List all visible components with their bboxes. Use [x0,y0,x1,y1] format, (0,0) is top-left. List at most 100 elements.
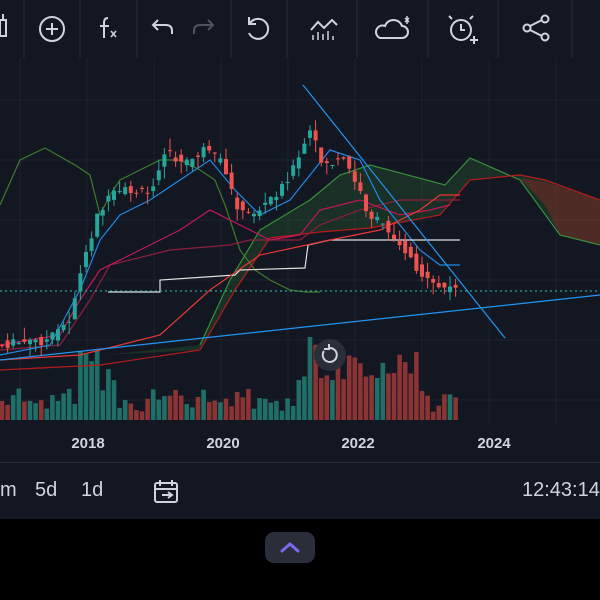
candle-body [0,345,4,347]
interval-button[interactable]: m [0,479,17,501]
volume-bar [408,373,414,420]
volume-bar [83,354,89,420]
candle-body [16,342,21,345]
candlesticks [0,120,458,356]
candle-body [358,182,363,192]
candle-body [420,264,424,277]
weather-icon[interactable] [375,16,410,39]
volume-bar [184,404,190,420]
volume-bar [10,395,16,420]
scroll-reset-button[interactable] [314,339,346,371]
candle-body [336,158,340,160]
candle-body [263,202,268,206]
formula-icon[interactable] [100,17,117,38]
candle-icon[interactable] [0,14,7,37]
redo-icon[interactable] [193,19,215,34]
candle-body [145,192,150,194]
price-chart[interactable]: 2018 2020 2022 2024 [0,58,600,462]
add-indicator-icon[interactable] [39,16,65,42]
volume-bar [419,390,425,420]
candle-body [425,271,430,279]
volume-bar [251,408,257,420]
candle-body [240,201,245,211]
volume-bar [139,411,145,420]
volume-bar [447,394,453,420]
volume-bar [335,345,341,420]
volume-bar [134,410,139,420]
candle-body [285,181,290,184]
undo-icon[interactable] [151,19,173,34]
reset-icon[interactable] [248,17,270,40]
volume-bar [50,394,55,420]
volume-bar [150,389,156,420]
volume-bar [386,373,391,420]
candle-body [201,147,206,158]
volume-bar [324,375,330,420]
toolbar [0,0,600,58]
candle-body [252,213,256,217]
candle-body [184,159,189,166]
candle-body [324,161,329,164]
volume-bar [453,397,458,420]
candle-body [84,251,88,268]
candle-body [274,196,279,201]
interval-button[interactable]: 1d [81,479,104,501]
volume-bar [162,396,167,420]
volume-bar [89,361,94,420]
candle-body [408,246,413,258]
candle-body [39,337,44,346]
volume-bar [72,403,78,420]
date-range-icon[interactable] [153,479,181,505]
candle-body [117,191,122,193]
volume-bar [173,389,178,420]
volume-bar [363,376,369,420]
volume-bar [302,376,307,420]
volume-bar [178,395,184,420]
volume-bar [397,354,402,420]
candle-body [162,154,167,167]
expand-button[interactable] [265,532,315,563]
volume-bar [5,404,10,420]
volume-bar [240,397,246,420]
volume-bar [16,388,22,420]
candle-body [302,143,307,154]
candle-body [100,209,105,216]
volume-bar [346,355,352,420]
volume-bar [279,410,285,420]
alert-icon[interactable] [448,15,478,44]
volume-bar [296,379,302,420]
x-tick-label: 2024 [477,435,511,452]
volume-bar [128,403,134,420]
volume-bar [201,389,206,420]
volume-bar [257,398,262,420]
candle-body [44,339,49,342]
interval-button[interactable]: 5d [35,479,58,501]
candle-body [72,298,77,320]
volume-bar [66,388,72,420]
candle-body [56,329,60,341]
share-icon[interactable] [522,14,550,42]
volume-bar [206,401,212,420]
volume-bar [27,400,33,420]
volume-bar [285,398,290,420]
volume-bar [352,357,358,420]
candle-body [224,159,228,175]
volume-bar [212,400,218,420]
candle-body [5,340,10,348]
x-tick-label: 2020 [206,435,239,452]
candle-body [280,183,284,196]
volume-bar [330,379,335,420]
red-line [0,194,460,361]
candle-body [308,130,312,138]
clock: 12:43:14 [522,479,600,501]
candle-body [207,146,212,151]
candle-body [397,241,402,246]
volume-bar [358,363,363,420]
indicators-icon[interactable] [310,18,338,40]
candle-body [61,324,66,330]
cloud [105,158,600,355]
volume-bar [122,400,128,420]
volume-bar [55,401,61,420]
volume-bars [0,337,458,420]
candle-body [140,187,144,189]
